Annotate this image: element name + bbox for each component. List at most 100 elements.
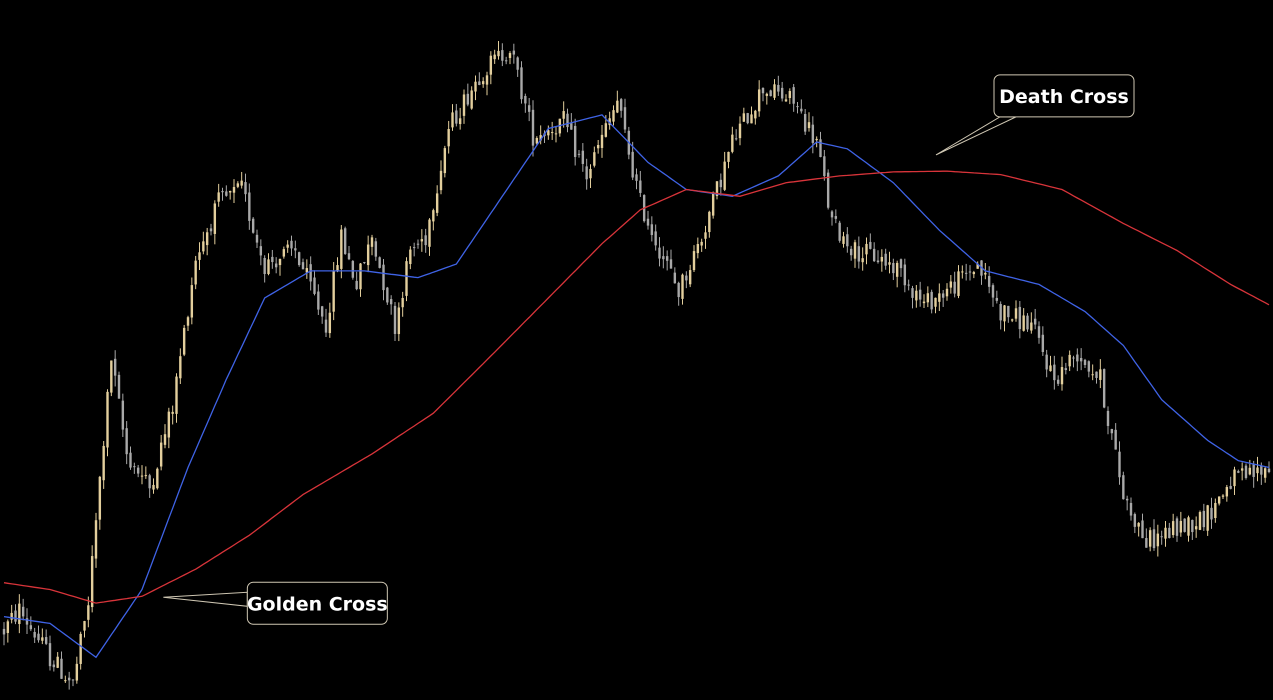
candlestick xyxy=(1014,300,1018,322)
candle-body xyxy=(240,180,243,186)
candle-body xyxy=(826,172,830,208)
candle-body xyxy=(347,253,351,260)
candlestick xyxy=(48,635,52,671)
candle-body xyxy=(351,261,355,278)
candlestick xyxy=(466,83,470,107)
candlestick xyxy=(405,257,408,302)
candle-body xyxy=(263,257,266,275)
candlestick xyxy=(501,43,504,67)
candle-body xyxy=(366,244,370,266)
candle-body xyxy=(573,125,577,157)
candle-body xyxy=(884,253,887,266)
candle-body xyxy=(823,156,826,177)
candlestick xyxy=(1083,358,1087,369)
candlestick xyxy=(428,218,431,256)
candle-body xyxy=(608,118,611,126)
candlestick xyxy=(961,265,964,279)
candle-body xyxy=(1263,468,1267,478)
candlestick xyxy=(999,301,1002,330)
candlestick xyxy=(1156,524,1160,557)
candlestick xyxy=(83,620,86,638)
candle-body xyxy=(336,265,339,272)
candle-body xyxy=(930,291,933,310)
candle-body xyxy=(202,241,205,252)
candle-body xyxy=(750,114,753,124)
candlestick xyxy=(692,245,696,272)
candle-body xyxy=(44,637,48,644)
candlestick xyxy=(121,393,125,438)
candlestick xyxy=(1252,460,1255,488)
candlestick xyxy=(600,124,604,158)
candle-body xyxy=(79,633,82,664)
candlestick xyxy=(915,284,918,308)
candlestick xyxy=(393,302,397,341)
candlestick xyxy=(811,116,815,154)
candle-body xyxy=(1106,410,1110,426)
candlestick xyxy=(907,279,910,291)
candle-body xyxy=(554,133,558,135)
candlestick xyxy=(351,260,355,280)
candlestick xyxy=(945,283,949,301)
candlestick xyxy=(251,217,255,234)
candle-body xyxy=(696,244,700,254)
candle-body xyxy=(412,247,416,249)
candlestick xyxy=(738,116,742,146)
candle-body xyxy=(581,150,585,164)
short-moving-average-line xyxy=(3,114,1270,659)
candlestick xyxy=(301,258,305,270)
candlestick xyxy=(681,273,684,305)
candle-body xyxy=(669,259,673,269)
candlestick xyxy=(1072,355,1075,368)
candle-body xyxy=(1156,533,1160,547)
candlestick xyxy=(297,251,301,267)
candlestick xyxy=(217,183,220,207)
candlestick xyxy=(1060,356,1064,391)
candlestick xyxy=(777,75,780,96)
candlestick xyxy=(14,604,17,625)
candlestick xyxy=(412,242,416,257)
candlestick xyxy=(182,324,186,357)
candlestick xyxy=(1202,503,1206,531)
candlestick xyxy=(654,224,657,251)
candle-body xyxy=(953,281,956,294)
candlestick xyxy=(64,675,67,683)
candlestick xyxy=(186,315,190,332)
candlestick xyxy=(593,146,596,168)
candlestick xyxy=(746,112,749,125)
candlestick xyxy=(290,235,293,256)
candlestick xyxy=(895,260,899,288)
candle-body xyxy=(757,89,761,112)
candlestick xyxy=(1206,504,1209,536)
candle-body xyxy=(911,288,914,298)
candlestick xyxy=(504,56,508,65)
candle-body xyxy=(152,484,155,490)
candle-body xyxy=(2,628,6,635)
candle-body xyxy=(328,312,332,334)
candlestick xyxy=(1133,512,1137,534)
candle-body xyxy=(957,271,960,296)
candlestick xyxy=(397,302,401,342)
candlestick xyxy=(903,258,907,293)
candlestick xyxy=(202,231,205,255)
candle-body xyxy=(1068,354,1071,367)
candle-body xyxy=(301,262,305,270)
candlestick xyxy=(1099,359,1102,389)
candlestick xyxy=(669,249,673,269)
candle-body xyxy=(527,105,531,112)
candle-body xyxy=(14,610,17,622)
candlestick xyxy=(1221,494,1225,500)
candle-body xyxy=(623,107,627,130)
candle-body xyxy=(451,112,454,128)
candle-body xyxy=(704,232,707,239)
candle-body xyxy=(876,260,880,263)
candlestick xyxy=(826,169,830,210)
candle-body xyxy=(688,270,692,285)
candle-body xyxy=(370,237,374,247)
candlestick xyxy=(987,266,991,294)
candle-body xyxy=(842,236,845,244)
candlestick xyxy=(451,104,454,131)
candle-body xyxy=(33,631,36,638)
candle-body xyxy=(290,240,293,249)
candlestick xyxy=(765,92,769,105)
candle-body xyxy=(1064,368,1068,371)
